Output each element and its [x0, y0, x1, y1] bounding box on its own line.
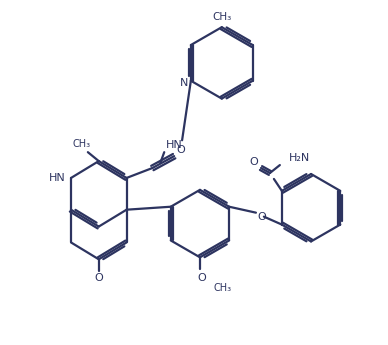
Text: O: O: [177, 145, 185, 155]
Text: CH₃: CH₃: [212, 12, 231, 22]
Text: O: O: [258, 211, 266, 221]
Text: CH₃: CH₃: [214, 283, 232, 293]
Text: HN: HN: [49, 173, 66, 183]
Text: O: O: [94, 273, 103, 283]
Text: HN: HN: [166, 140, 182, 150]
Text: N: N: [180, 78, 188, 88]
Text: H₂N: H₂N: [289, 153, 310, 163]
Text: CH₃: CH₃: [73, 139, 91, 149]
Text: O: O: [197, 273, 206, 283]
Text: O: O: [250, 157, 258, 167]
